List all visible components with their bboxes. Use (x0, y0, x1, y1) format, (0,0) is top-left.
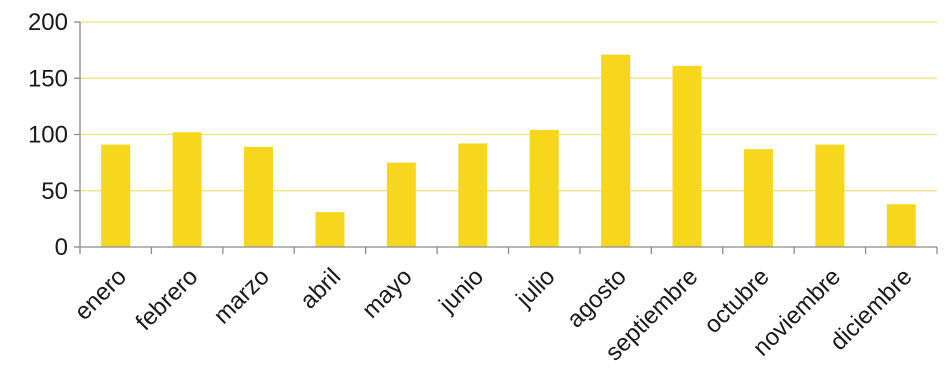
x-tick-label-agosto: agosto (562, 263, 632, 333)
axes (74, 21, 938, 254)
y-tick-label: 50 (41, 178, 68, 205)
bar-septiembre (672, 65, 702, 247)
bar-noviembre (815, 144, 845, 247)
grid-lines (80, 21, 937, 192)
bar-abril (315, 212, 345, 247)
y-tick-label: 100 (28, 122, 68, 149)
y-tick-label: 150 (28, 65, 68, 92)
x-tick-label-mayo: mayo (357, 263, 418, 324)
bar-junio (458, 143, 488, 247)
bar-febrero (172, 132, 202, 247)
bars (101, 54, 916, 247)
bar-octubre (743, 149, 773, 247)
bar-mayo (386, 162, 416, 247)
x-tick-label-abril: abril (295, 263, 346, 314)
bar-enero (101, 144, 131, 247)
x-tick-label-julio: julio (510, 263, 560, 313)
x-tick-label-enero: enero (69, 263, 132, 326)
bar-julio (529, 130, 559, 247)
bar-agosto (601, 54, 631, 247)
x-tick-label-junio: junio (433, 263, 489, 319)
x-tick-label-marzo: marzo (209, 263, 275, 329)
y-tick-label: 200 (28, 9, 68, 36)
y-tick-labels: 0 50 100 150 200 (28, 9, 68, 261)
bar-marzo (244, 146, 274, 247)
bar-diciembre (886, 204, 916, 247)
y-tick-label: 0 (55, 234, 68, 261)
x-tick-label-febrero: febrero (131, 263, 204, 336)
